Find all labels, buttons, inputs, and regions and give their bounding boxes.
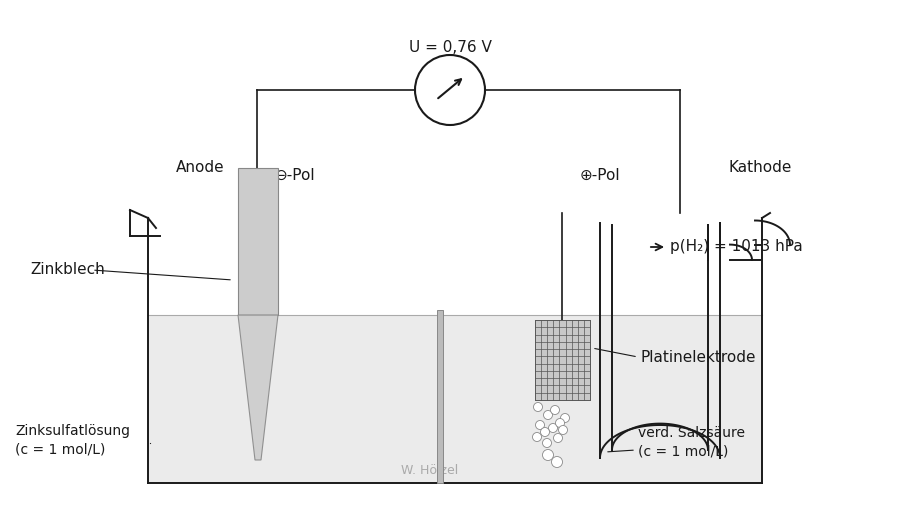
Polygon shape [148, 315, 762, 483]
Circle shape [555, 419, 564, 428]
Circle shape [415, 55, 485, 125]
Text: W. Hölzel: W. Hölzel [401, 464, 459, 477]
Circle shape [533, 432, 542, 441]
Circle shape [561, 414, 570, 423]
Polygon shape [238, 168, 278, 315]
Circle shape [543, 449, 553, 461]
Text: Anode: Anode [176, 161, 224, 176]
Text: ⊕-Pol: ⊕-Pol [580, 168, 620, 182]
Text: Zinkblech: Zinkblech [30, 263, 104, 278]
Circle shape [552, 457, 562, 468]
Circle shape [543, 438, 552, 447]
Text: Zinksulfatlösung
(c = 1 mol/L): Zinksulfatlösung (c = 1 mol/L) [15, 424, 130, 456]
Circle shape [544, 411, 553, 420]
Text: Kathode: Kathode [728, 161, 792, 176]
Circle shape [536, 421, 544, 429]
Circle shape [541, 428, 550, 436]
Text: ⊖-Pol: ⊖-Pol [274, 168, 315, 182]
Text: U = 0,76 V: U = 0,76 V [409, 40, 491, 56]
Text: p(H₂) = 1013 hPa: p(H₂) = 1013 hPa [670, 239, 803, 255]
Text: verd. Salzsäure
(c = 1 mol/L): verd. Salzsäure (c = 1 mol/L) [638, 426, 745, 458]
Circle shape [548, 424, 557, 432]
Circle shape [554, 433, 562, 442]
Polygon shape [437, 310, 443, 483]
Polygon shape [238, 315, 278, 460]
Circle shape [551, 406, 560, 415]
Circle shape [534, 402, 543, 412]
Polygon shape [535, 320, 590, 400]
Text: Platinelektrode: Platinelektrode [640, 349, 755, 365]
Circle shape [559, 426, 568, 434]
